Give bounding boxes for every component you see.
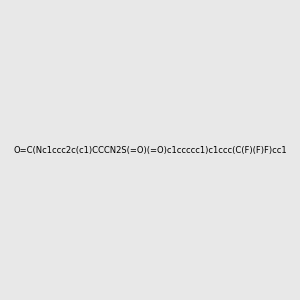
Text: O=C(Nc1ccc2c(c1)CCCN2S(=O)(=O)c1ccccc1)c1ccc(C(F)(F)F)cc1: O=C(Nc1ccc2c(c1)CCCN2S(=O)(=O)c1ccccc1)c… — [13, 146, 287, 154]
